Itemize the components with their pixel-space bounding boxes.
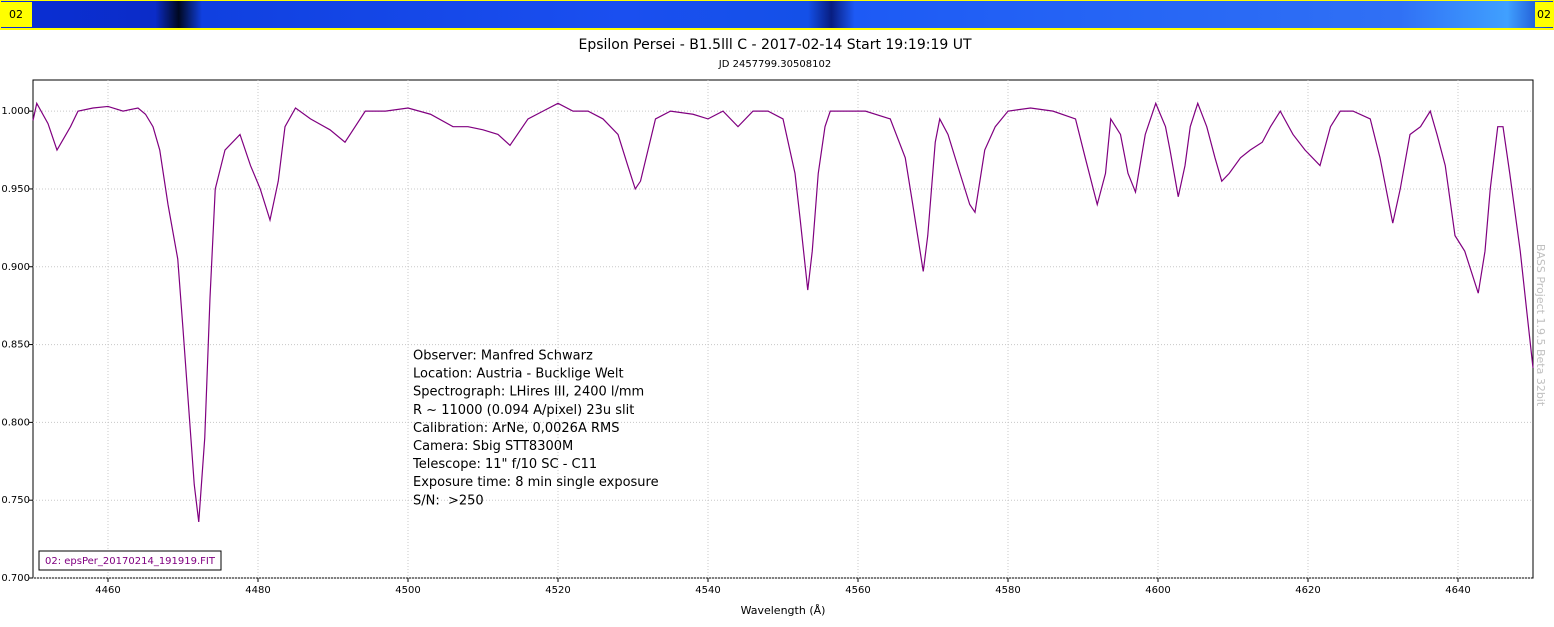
y-tick-label: 0.950 [1,184,30,195]
annotation-line: Location: Austria - Bucklige Welt [413,367,624,382]
spectrum-line [32,101,1534,523]
strip-label-box [0,2,32,27]
legend-box [38,550,222,571]
spectrum-strip [0,0,1554,29]
x-tick-label: 4640 [1445,585,1470,596]
x-tick-label: 4500 [395,585,420,596]
y-tick-label: 0.850 [1,340,30,351]
strip-border [0,0,1554,30]
x-tick-label: 4540 [695,585,720,596]
chart-title: Epsilon Persei - B1.5lll C - 2017-02-14 … [578,37,972,53]
y-tick-label: 0.900 [1,262,30,273]
x-tick-label: 4520 [545,585,570,596]
annotation-line: Observer: Manfred Schwarz [413,349,593,364]
y-tick-label: 0.800 [1,417,30,428]
x-tick-label: 4580 [995,585,1020,596]
annotation-line: R ~ 11000 (0.094 A/pixel) 23u slit [413,403,634,418]
x-tick-label: 4560 [845,585,870,596]
annotation-block: Observer: Manfred Schwarz Location: Austr… [412,349,659,509]
strip-label-box [1535,2,1554,27]
annotation-line: Telescope: 11" f/10 SC - C11 [412,457,597,472]
annotation-line: Calibration: ArNe, 0,0026A RMS [413,421,619,436]
annotation-line: S/N: >250 [413,493,484,508]
legend-entry: 02: epsPer_20170214_191919.FIT [45,556,216,567]
x-axis-label: Wavelength (Å) [741,604,826,617]
x-tick-label: 4600 [1145,585,1170,596]
x-tick-label: 4460 [95,585,120,596]
annotation-line: Camera: Sbig STT8300M [413,439,573,454]
y-tick-label: 1.000 [1,106,30,117]
watermark: BASS Project 1.9.5 Beta 32bit [1534,244,1547,407]
annotation-line: Exposure time: 8 min single exposure [413,475,659,490]
y-tick-label: 0.750 [1,495,30,506]
chart-subtitle: JD 2457799.30508102 [718,59,831,70]
x-tick-label: 4480 [245,585,270,596]
strip-label: 02 [1537,8,1551,21]
y-tick-label: 0.700 [1,573,30,584]
strip-label: 02 [9,8,23,21]
annotation-line: Spectrograph: LHires III, 2400 l/mm [413,385,644,400]
x-tick-label: 4620 [1295,585,1320,596]
